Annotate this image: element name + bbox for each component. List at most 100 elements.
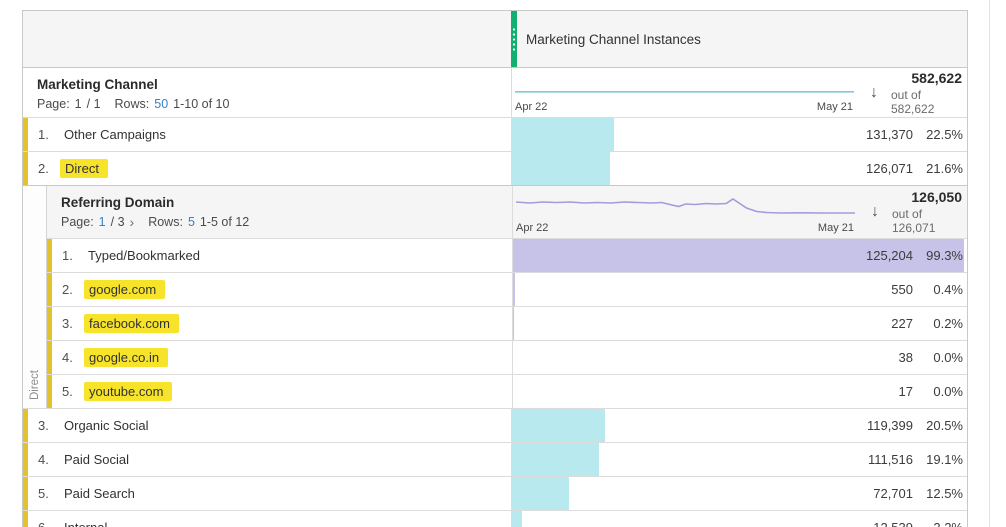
breakdown-row[interactable]: 2. google.com 550 0.4% xyxy=(47,272,967,306)
drag-handle-icon[interactable] xyxy=(511,11,517,67)
page-label: Page: xyxy=(37,97,70,111)
row-label[interactable]: Organic Social xyxy=(64,418,149,433)
sort-descending-icon[interactable]: ↓ xyxy=(871,203,879,220)
breakdown-table: Referring Domain Page: 1 / 3 › Rows: 5 1… xyxy=(46,186,967,408)
breakdown-dimension-header: Referring Domain Page: 1 / 3 › Rows: 5 1… xyxy=(47,186,967,238)
row-value: 38 xyxy=(898,350,913,365)
table-row[interactable]: 4. Paid Social 111,516 19.1% xyxy=(23,442,967,476)
column-total: 582,622 out of 582,622 xyxy=(891,68,967,117)
page-current-link[interactable]: 1 xyxy=(98,215,106,229)
sparkline-main-chart xyxy=(515,88,854,102)
value-bar xyxy=(512,443,599,476)
metric-cell[interactable]: 17 0.0% xyxy=(512,375,967,408)
row-accent-strip xyxy=(23,118,28,151)
dimension-cell[interactable]: 3. Organic Social xyxy=(23,409,511,442)
row-number: 2. xyxy=(62,282,73,297)
metric-cell[interactable]: 125,204 99.3% xyxy=(512,239,967,272)
page-current: 1 xyxy=(74,97,82,111)
sort-descending-icon[interactable]: ↓ xyxy=(870,83,878,101)
row-percent: 99.3% xyxy=(926,248,963,263)
rows-per-page-link[interactable]: 5 xyxy=(187,215,195,229)
table-row[interactable]: 5. Paid Search 72,701 12.5% xyxy=(23,476,967,510)
panel-edge-divider xyxy=(989,0,990,527)
metric-cell[interactable]: 38 0.0% xyxy=(512,341,967,374)
dimension-cell[interactable]: 5. Paid Search xyxy=(23,477,511,510)
row-label[interactable]: Paid Social xyxy=(64,452,130,467)
value-bar xyxy=(513,273,515,306)
metric-cell[interactable]: 227 0.2% xyxy=(512,307,967,340)
dimension-cell[interactable]: 6. Internal xyxy=(23,511,511,527)
row-number: 5. xyxy=(62,384,73,399)
metric-cell[interactable]: 119,399 20.5% xyxy=(511,409,967,442)
row-accent-strip xyxy=(47,375,52,408)
metric-cell[interactable]: 12,5392.2% xyxy=(511,511,967,527)
row-percent: 2.2% xyxy=(913,520,967,527)
row-label[interactable]: Paid Search xyxy=(64,486,135,501)
row-number: 4. xyxy=(38,452,49,467)
metric-cell[interactable]: 550 0.4% xyxy=(512,273,967,306)
sparkline-breakdown: Apr 22 May 21 xyxy=(513,186,858,238)
row-percent: 22.5% xyxy=(926,127,963,142)
row-label[interactable]: facebook.com xyxy=(84,314,179,333)
row-label[interactable]: Other Campaigns xyxy=(64,127,166,142)
sparkline-breakdown-chart xyxy=(516,193,855,219)
row-value: 125,204 xyxy=(866,248,913,263)
row-accent-strip xyxy=(47,307,52,340)
dimension-title[interactable]: Referring Domain xyxy=(61,195,175,210)
dimension-title[interactable]: Marketing Channel xyxy=(37,77,158,92)
main-rows-continued: 3. Organic Social 119,399 20.5% 4. Paid S… xyxy=(23,408,967,527)
breakdown-parent-label: Direct xyxy=(28,369,41,400)
row-label[interactable]: google.com xyxy=(84,280,166,299)
row-value: 111,516 xyxy=(867,452,913,467)
row-range: 1-10 of 10 xyxy=(173,97,230,111)
row-label[interactable]: google.co.in xyxy=(84,348,169,367)
row-label[interactable]: Internal xyxy=(60,519,111,527)
dimension-cell[interactable]: 1. Other Campaigns xyxy=(23,118,511,151)
metric-header-label[interactable]: Marketing Channel Instances xyxy=(526,31,701,47)
corner-cell xyxy=(23,11,511,67)
table-row[interactable]: 3. Organic Social 119,399 20.5% xyxy=(23,408,967,442)
row-percent: 0.4% xyxy=(933,282,963,297)
metric-cell[interactable]: 126,071 21.6% xyxy=(511,152,967,185)
breakdown-row[interactable]: 4. google.co.in 38 0.0% xyxy=(47,340,967,374)
spark-start-date: Apr 22 xyxy=(515,101,548,113)
breakdown-row[interactable]: 1. Typed/Bookmarked 125,204 99.3% xyxy=(47,238,967,272)
row-percent: 0.2% xyxy=(933,316,963,331)
dimension-cell[interactable]: 3. facebook.com xyxy=(47,307,512,340)
dimension-cell[interactable]: 1. Typed/Bookmarked xyxy=(47,239,512,272)
row-percent: 12.5% xyxy=(926,486,963,501)
row-number: 1. xyxy=(62,248,73,263)
total-value: 582,622 xyxy=(911,69,962,86)
dimension-cell[interactable]: 4. google.co.in xyxy=(47,341,512,374)
dimension-cell[interactable]: 2. google.com xyxy=(47,273,512,306)
value-bar xyxy=(513,307,514,340)
table-row[interactable]: 6. Internal 12,5392.2% xyxy=(23,510,967,527)
metric-cell[interactable]: 111,516 19.1% xyxy=(511,443,967,476)
spark-end-date: May 21 xyxy=(816,101,853,113)
breakdown-row[interactable]: 5. youtube.com 17 0.0% xyxy=(47,374,967,408)
dimension-cell[interactable]: 2. Direct xyxy=(23,152,511,185)
next-page-icon[interactable]: › xyxy=(129,214,135,230)
metric-cell[interactable]: 72,701 12.5% xyxy=(511,477,967,510)
value-bar xyxy=(513,239,964,272)
dimension-cell[interactable]: 4. Paid Social xyxy=(23,443,511,476)
row-label[interactable]: Direct xyxy=(60,159,108,178)
rows-per-page-link[interactable]: 50 xyxy=(154,97,169,111)
page-total: / 1 xyxy=(86,97,101,111)
page-total: / 3 xyxy=(110,215,125,229)
spark-start-date: Apr 22 xyxy=(516,222,549,234)
row-label[interactable]: youtube.com xyxy=(84,382,173,401)
table-row[interactable]: 1. Other Campaigns 131,370 22.5% xyxy=(23,117,967,151)
breakdown-row[interactable]: 3. facebook.com 227 0.2% xyxy=(47,306,967,340)
dimension-header-cell: Referring Domain Page: 1 / 3 › Rows: 5 1… xyxy=(47,186,512,238)
main-rows: 1. Other Campaigns 131,370 22.5% 2. Direc… xyxy=(23,117,967,185)
dimension-header-cell: Marketing Channel Page: 1 / 1 Rows: 50 1… xyxy=(23,68,511,117)
dimension-cell[interactable]: 5. youtube.com xyxy=(47,375,512,408)
metric-cell[interactable]: 131,370 22.5% xyxy=(511,118,967,151)
table-row[interactable]: 2. Direct 126,071 21.6% xyxy=(23,151,967,185)
row-value: 17 xyxy=(898,384,913,399)
metric-column-header[interactable]: Marketing Channel Instances xyxy=(511,11,967,67)
row-label[interactable]: Typed/Bookmarked xyxy=(88,248,201,263)
value-bar xyxy=(512,409,606,442)
row-accent-strip xyxy=(47,341,52,374)
